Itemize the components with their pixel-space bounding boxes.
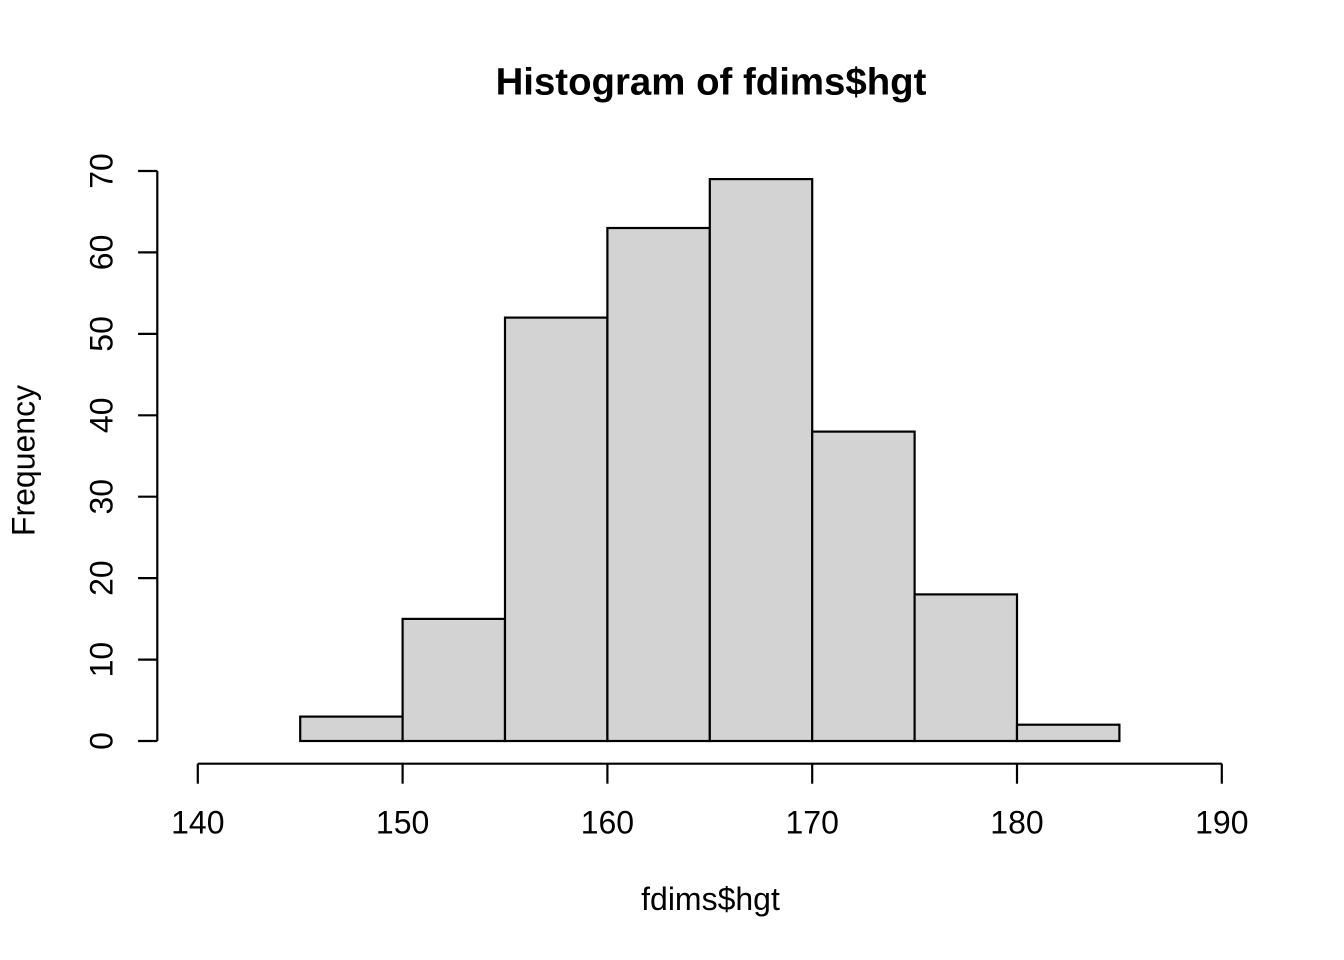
svg-text:Frequency: Frequency [6, 385, 42, 536]
svg-text:40: 40 [84, 398, 120, 434]
svg-text:160: 160 [581, 805, 634, 841]
svg-text:50: 50 [84, 316, 120, 352]
svg-text:30: 30 [84, 479, 120, 515]
svg-text:150: 150 [376, 805, 429, 841]
svg-text:0: 0 [84, 732, 120, 750]
svg-text:170: 170 [786, 805, 839, 841]
svg-text:10: 10 [84, 642, 120, 678]
svg-text:190: 190 [1195, 805, 1248, 841]
svg-text:fdims$hgt: fdims$hgt [641, 881, 780, 917]
svg-text:140: 140 [171, 805, 224, 841]
svg-text:Histogram of fdims$hgt: Histogram of fdims$hgt [496, 61, 927, 104]
svg-text:60: 60 [84, 235, 120, 271]
svg-text:20: 20 [84, 560, 120, 596]
svg-text:180: 180 [990, 805, 1043, 841]
svg-text:70: 70 [84, 153, 120, 189]
